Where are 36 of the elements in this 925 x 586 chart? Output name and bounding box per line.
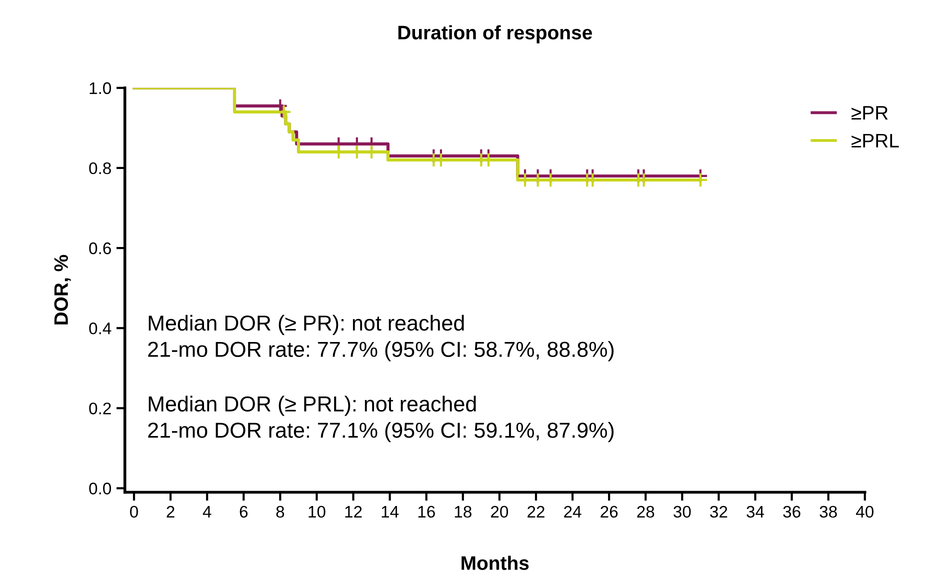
x-tick-label: 0: [130, 506, 138, 518]
y-tick-label: 0.2: [89, 402, 111, 414]
x-tick-label: 6: [240, 506, 248, 518]
x-tick-label: 4: [202, 506, 212, 518]
y-tick-label: 0.4: [89, 322, 112, 334]
annotation: 21-mo DOR rate: 77.1% (95% CI: 59.1%, 87.9%): [148, 422, 614, 442]
x-tick-label: 14: [382, 506, 399, 518]
x-tick-label: 28: [637, 506, 654, 518]
y-tick-label: 0.8: [89, 162, 111, 174]
x-tick-label: 32: [710, 506, 728, 518]
x-tick-label: 40: [856, 506, 874, 518]
x-tick-label: 18: [454, 506, 472, 518]
annotation: Median DOR (≥ PR): not reached: [148, 314, 464, 335]
x-axis-title: Months: [462, 556, 529, 570]
y-axis-title: DOR, %: [54, 254, 71, 324]
x-tick-label: 8: [276, 506, 284, 518]
x-tick-label: 20: [491, 506, 508, 518]
chart-title: Duration of response: [398, 25, 592, 44]
x-tick-label: 16: [418, 506, 435, 518]
x-tick-label: 24: [564, 506, 582, 518]
x-tick-label: 10: [308, 506, 326, 518]
x-tick-label: 38: [820, 506, 837, 518]
legend-label: ≥PR: [852, 106, 888, 120]
annotation: Median DOR (≥ PRL): not reached: [148, 396, 476, 416]
x-tick-label: 30: [674, 506, 691, 518]
x-tick-label: 34: [746, 506, 764, 518]
y-tick-label: 0.6: [89, 242, 111, 254]
y-tick-label: 1.0: [90, 82, 112, 94]
y-tick-label: 0.0: [89, 482, 112, 494]
x-tick-label: 22: [528, 506, 544, 518]
x-tick-label: 2: [166, 506, 174, 518]
annotation: 21-mo DOR rate: 77.7% (95% CI: 58.7%, 88.8%): [148, 341, 614, 362]
x-tick-label: 26: [600, 506, 618, 518]
legend-label: ≥PRL: [852, 134, 899, 148]
x-tick-label: 36: [783, 506, 800, 518]
x-tick-label: 12: [345, 506, 362, 518]
